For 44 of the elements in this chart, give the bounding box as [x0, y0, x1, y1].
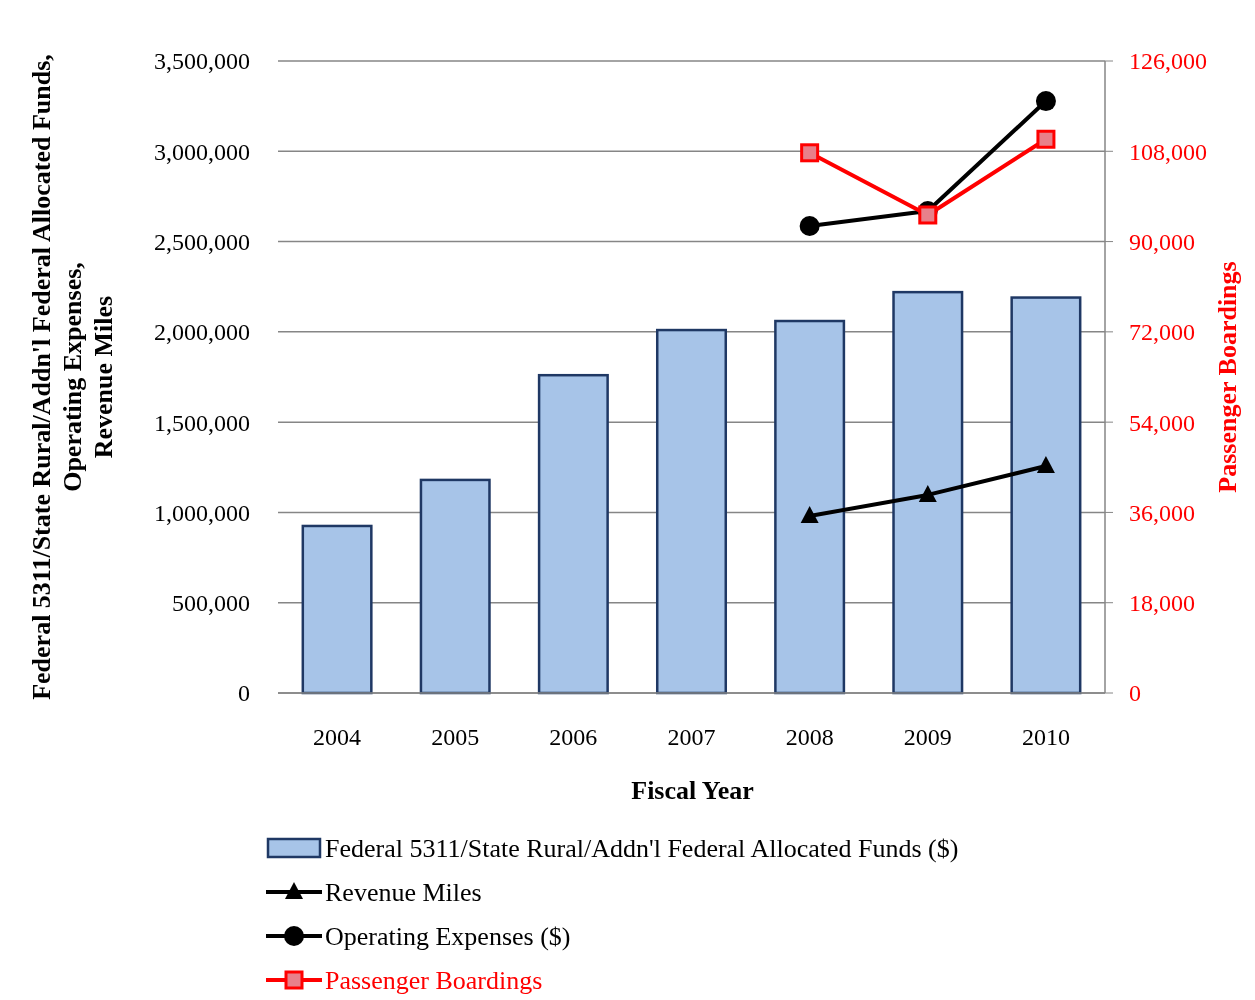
x-tick-label: 2006: [549, 724, 598, 750]
y-axis-title: Federal 5311/State Rural/Addn'l Federal Allocated Funds, Operating Expenses, Revenue Miles: [27, 54, 118, 700]
y2-tick-label: 36,000: [1129, 499, 1195, 526]
y2-tick-label: 108,000: [1129, 138, 1207, 165]
point: [799, 216, 820, 237]
legend-label: Revenue Miles: [325, 878, 482, 908]
y-tick-label: 2,000,000: [154, 319, 250, 346]
legend-label: Operating Expenses ($): [325, 922, 571, 952]
y-tick-label: 2,500,000: [154, 228, 250, 255]
x-tick-label: 2007: [667, 724, 716, 750]
y-tick-label: 3,000,000: [154, 138, 250, 165]
bar: [419, 478, 491, 695]
y2-axis-title: Passenger Boardings: [1213, 261, 1242, 493]
x-tick-label: 2009: [903, 724, 952, 750]
y2-tick-label: 72,000: [1129, 319, 1195, 346]
x-axis-title: Fiscal Year: [631, 776, 754, 805]
x-tick-label: 2010: [1021, 724, 1070, 750]
y2-tick-label: 126,000: [1129, 48, 1207, 75]
bar: [655, 328, 728, 695]
bar: [1010, 296, 1082, 695]
y-tick-label: 1,000,000: [154, 499, 250, 526]
y2-tick-label: 54,000: [1129, 409, 1195, 436]
legend-label: Passenger Boardings: [325, 966, 543, 996]
bar: [537, 373, 609, 695]
point: [800, 143, 820, 163]
x-tick-label: 2004: [313, 724, 362, 750]
y-tick-label: 3,500,000: [154, 48, 250, 75]
x-tick-label: 2008: [785, 724, 834, 750]
bar: [301, 524, 373, 695]
point: [1036, 456, 1055, 474]
y-tick-label: 500,000: [172, 590, 250, 617]
point: [800, 506, 819, 524]
bar: [892, 290, 964, 695]
bar: [774, 319, 846, 695]
point: [918, 484, 937, 502]
x-tick-label: 2005: [431, 724, 480, 750]
legend-label: Federal 5311/State Rural/Addn'l Federal Allocated Funds ($): [325, 834, 959, 864]
y2-tick-label: 90,000: [1129, 228, 1195, 255]
y2-tick-label: 18,000: [1129, 590, 1195, 617]
y-tick-label: 1,500,000: [154, 409, 250, 436]
point: [1036, 129, 1056, 149]
y2-tick-label: 0: [1129, 680, 1141, 707]
point: [1035, 91, 1056, 112]
y-tick-label: 0: [238, 680, 250, 707]
